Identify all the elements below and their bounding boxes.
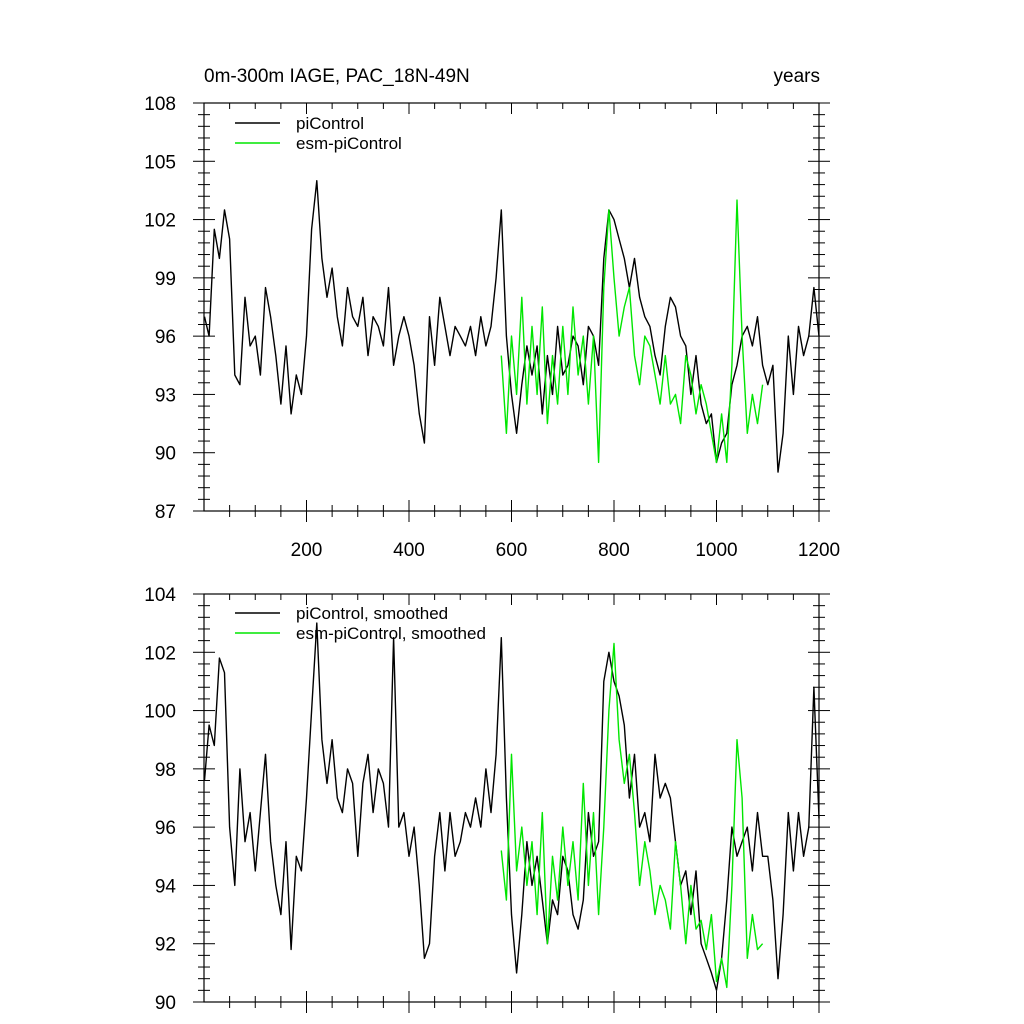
top-panel: 0m-300m IAGE, PAC_18N-49N years 200 400 60… (144, 66, 840, 561)
series-group-bottom (203, 622, 820, 991)
y-tick-label: 90 (155, 993, 176, 1014)
y-tick-label: 102 (144, 643, 176, 664)
legend-label-picontrol-smoothed: piControl, smoothed (296, 604, 448, 623)
legend-top: piControl esm-piControl (235, 114, 402, 153)
series-line-picontrol-smoothed (203, 622, 820, 991)
legend-bottom: piControl, smoothed esm-piControl, smoot… (235, 604, 486, 643)
chart-title-right: years (774, 66, 820, 87)
series-line-esm-picontrol (500, 199, 764, 464)
y-tick-label: 104 (144, 585, 176, 606)
legend-label-picontrol: piControl (296, 114, 364, 133)
tick-marks-bottom (193, 593, 830, 1013)
y-tick-label: 96 (155, 818, 176, 839)
legend-label-esm-picontrol-smoothed: esm-piControl, smoothed (296, 624, 486, 643)
series-line-picontrol (203, 179, 820, 473)
tick-marks-top (193, 102, 830, 522)
x-tick-label: 600 (496, 540, 528, 561)
plot-frame-top (203, 102, 820, 512)
y-tick-label: 87 (155, 502, 176, 523)
y-tick-label: 105 (144, 152, 176, 173)
series-line-esm-picontrol-smoothed (500, 642, 764, 989)
plot-frame-bottom (203, 593, 820, 1003)
chart-title: 0m-300m IAGE, PAC_18N-49N (204, 66, 470, 87)
y-tick-label: 98 (155, 760, 176, 781)
tick-labels-bottom: 90 92 94 96 98 100 102 104 (144, 585, 176, 1014)
y-tick-label: 102 (144, 211, 176, 232)
y-tick-label: 94 (155, 876, 177, 897)
y-tick-label: 96 (155, 327, 176, 348)
y-tick-label: 92 (155, 935, 176, 956)
y-tick-label: 108 (144, 94, 176, 115)
y-tick-label: 100 (144, 702, 176, 723)
legend-label-esm-picontrol: esm-piControl (296, 134, 402, 153)
y-tick-label: 93 (155, 385, 176, 406)
bottom-panel: 90 92 94 96 98 100 102 104 piControl, smoothed … (144, 585, 830, 1014)
series-group-top (203, 179, 820, 473)
y-tick-label: 99 (155, 269, 176, 290)
x-tick-label: 1200 (798, 540, 840, 561)
y-tick-label: 90 (155, 444, 176, 465)
x-tick-label: 1000 (695, 540, 737, 561)
x-tick-label: 400 (393, 540, 425, 561)
tick-labels-top: 200 400 600 800 1000 1200 87 90 93 96 99 102 105 108 (144, 94, 840, 561)
x-tick-label: 200 (291, 540, 323, 561)
x-tick-label: 800 (598, 540, 630, 561)
